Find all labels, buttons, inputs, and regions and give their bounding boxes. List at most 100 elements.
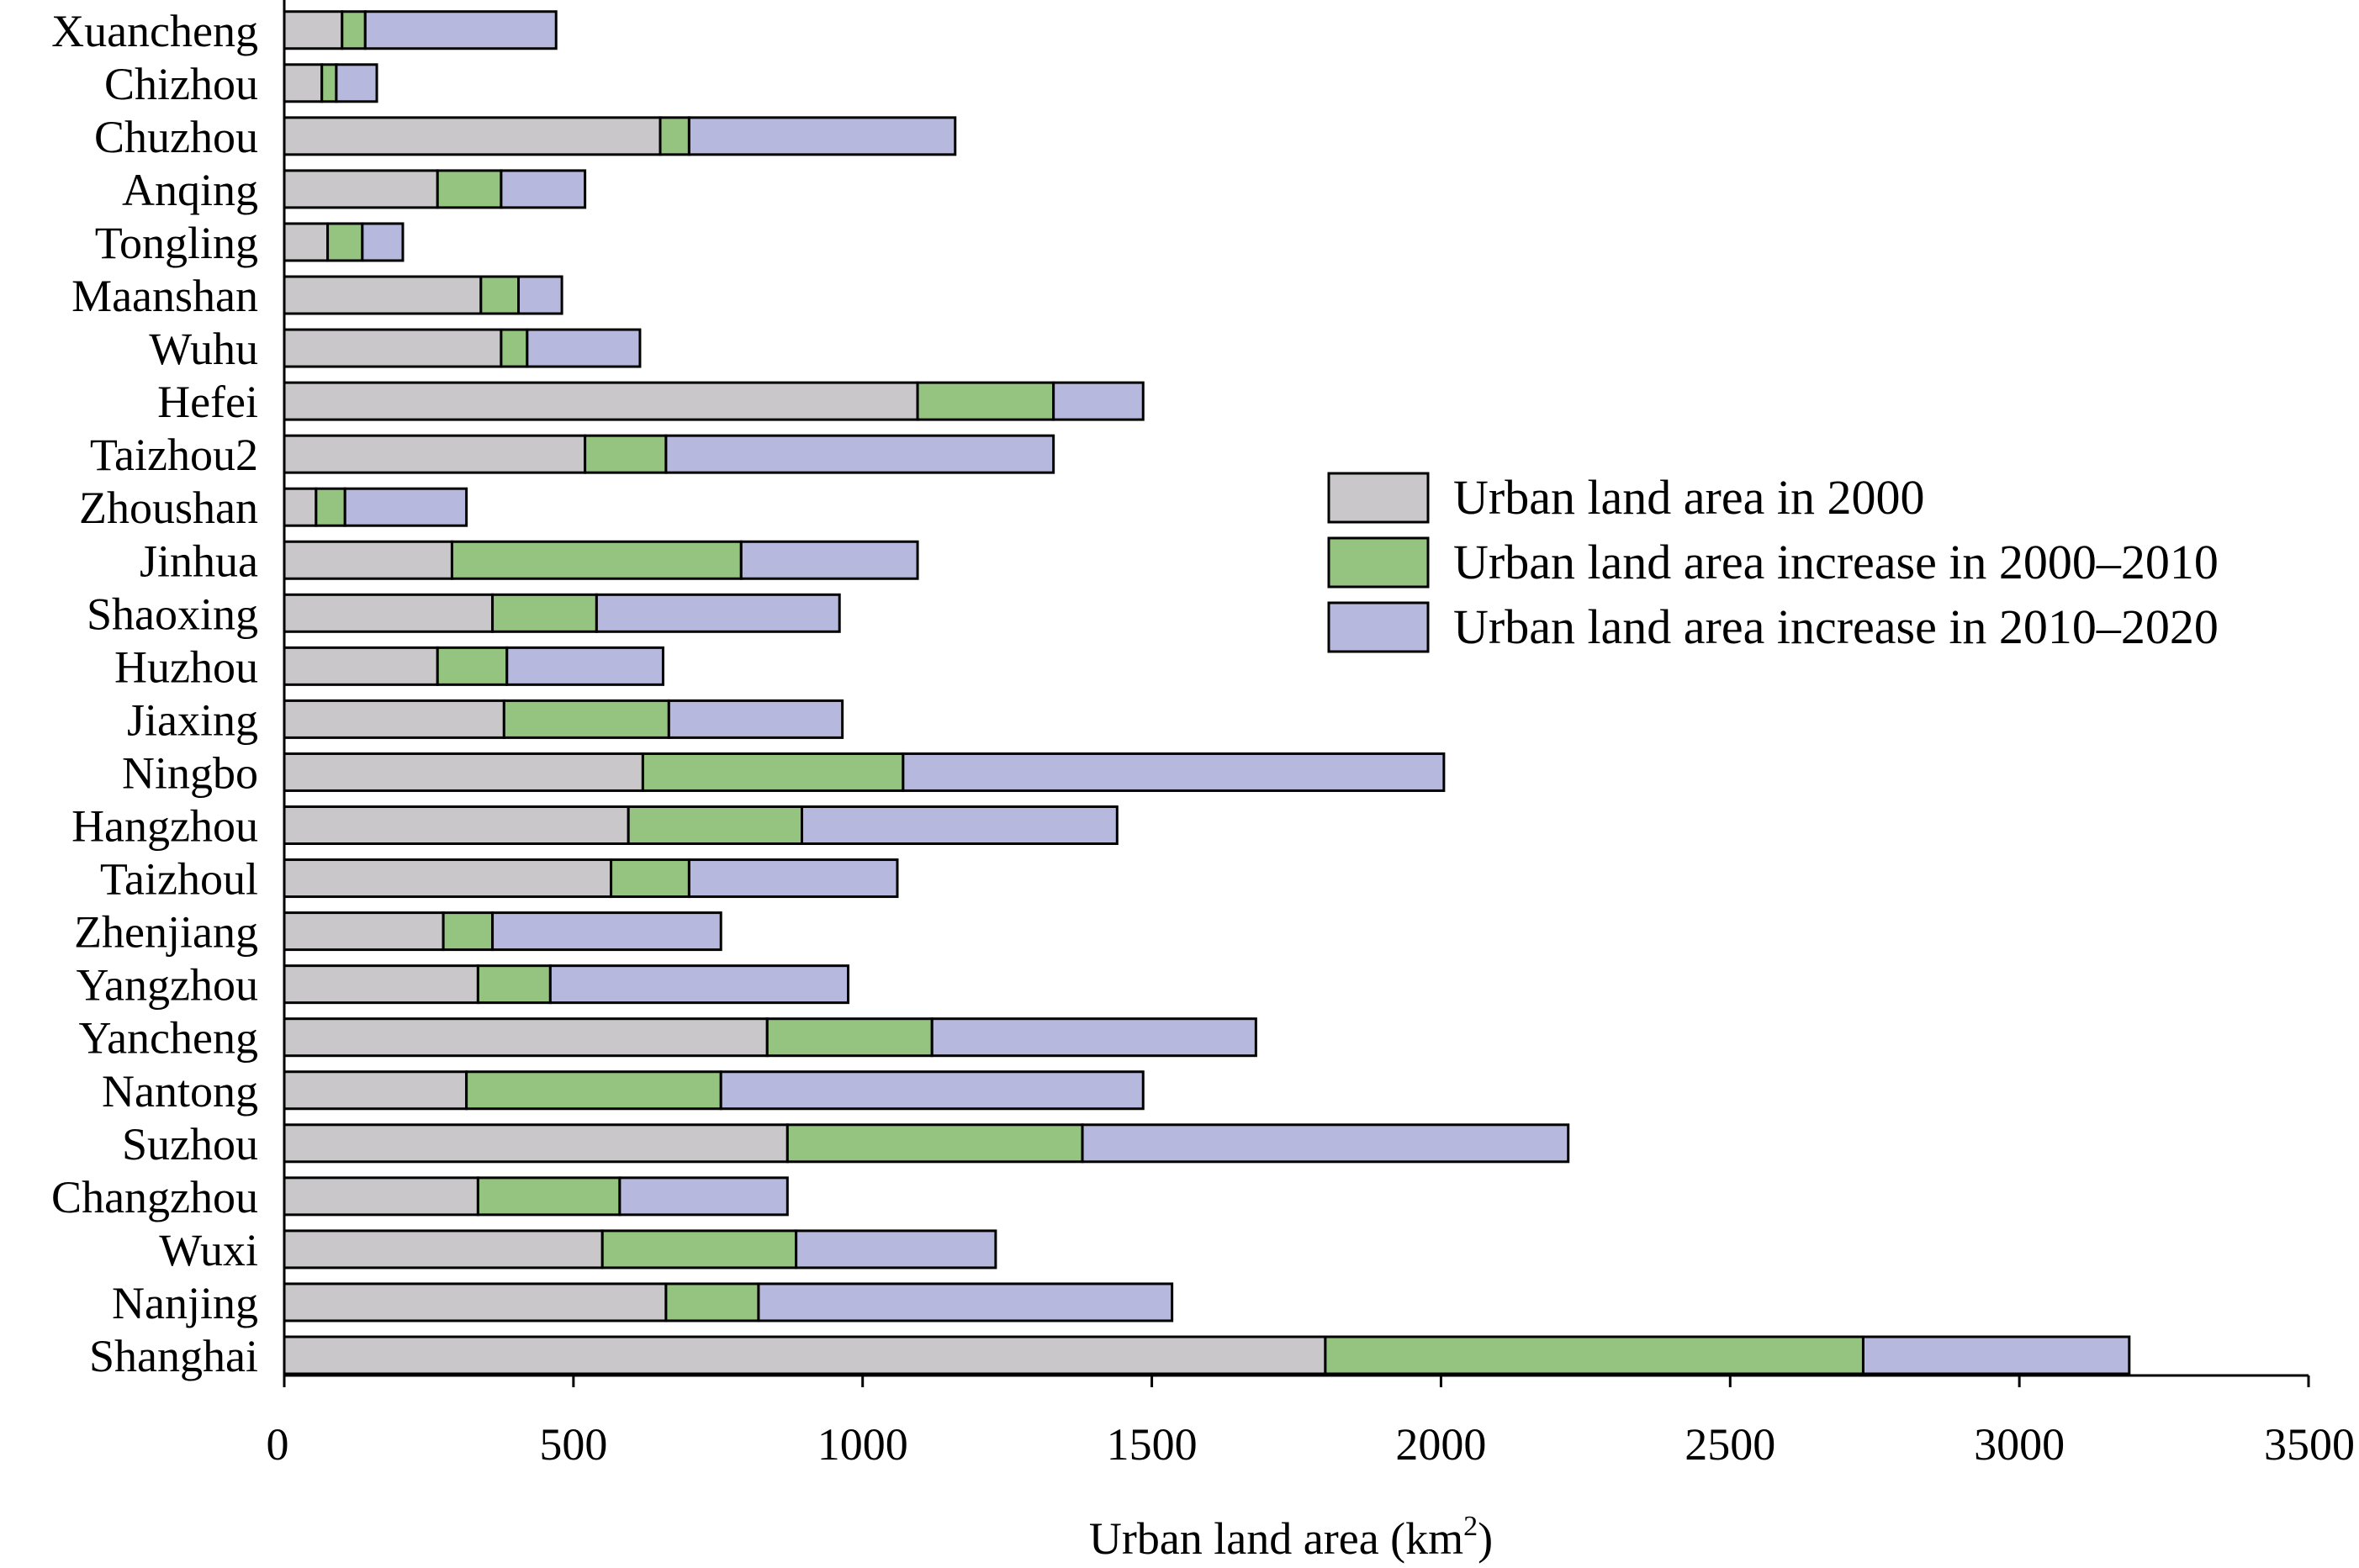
bar-chuzhou-series-3 [687, 116, 957, 156]
bar-hefei-series-1 [283, 381, 919, 421]
category-label-zhenjiang: Zhenjiang [74, 907, 258, 958]
category-label-chuzhou: Chuzhou [94, 112, 258, 162]
category-label-hangzhou: Hangzhou [71, 801, 258, 852]
category-label-maanshan: Maanshan [71, 271, 258, 321]
bar-yangzhou-series-2 [476, 964, 552, 1005]
legend-swatch-3 [1327, 601, 1430, 653]
bar-zhenjiang-series-3 [491, 911, 722, 952]
category-label-chizhou: Chizhou [104, 59, 258, 109]
bar-hefei-series-3 [1052, 381, 1145, 421]
x-axis-title-main: Urban land area (km [1089, 1513, 1463, 1564]
bar-zhenjiang-series-2 [442, 911, 495, 952]
bar-shanghai-series-1 [283, 1335, 1327, 1375]
bar-tongling-series-3 [361, 222, 405, 262]
bar-anqing-series-1 [283, 169, 439, 209]
bar-anqing-series-3 [500, 169, 587, 209]
x-tick-label-2000: 2000 [1395, 1419, 1486, 1470]
category-label-taizhou2: Taizhou2 [90, 430, 258, 480]
bar-huzhou-series-1 [283, 646, 439, 686]
bar-ningbo-series-1 [283, 752, 644, 792]
bar-wuxi-series-2 [600, 1229, 798, 1270]
bar-jiaxing-series-2 [502, 699, 670, 739]
bar-zhoushan-series-1 [283, 487, 318, 527]
bar-hangzhou-series-1 [283, 805, 630, 845]
bar-chizhou-series-2 [320, 63, 338, 103]
bar-hefei-series-2 [916, 381, 1055, 421]
category-label-taizhoul: Taizhoul [100, 854, 258, 905]
bar-chizhou-series-1 [283, 63, 324, 103]
bar-maanshan-series-1 [283, 275, 483, 315]
bar-shaoxing-series-2 [491, 593, 598, 633]
legend-label-1: Urban land area in 2000 [1453, 470, 1924, 525]
bar-chizhou-series-3 [335, 63, 378, 103]
category-label-nanjing: Nanjing [112, 1278, 258, 1328]
category-label-jinhua: Jinhua [140, 536, 258, 586]
bar-hangzhou-series-2 [627, 805, 804, 845]
bar-nanjing-series-1 [283, 1282, 668, 1323]
category-label-shaoxing: Shaoxing [87, 589, 258, 639]
bar-changzhou-series-2 [476, 1176, 621, 1217]
bar-yancheng-series-2 [765, 1017, 934, 1058]
bar-wuhu-series-3 [526, 328, 642, 368]
bar-chuzhou-series-2 [659, 116, 690, 156]
x-tick-label-3500: 3500 [2264, 1419, 2355, 1470]
bar-suzhou-series-1 [283, 1123, 789, 1164]
category-label-huzhou: Huzhou [114, 641, 258, 692]
category-label-suzhou: Suzhou [122, 1119, 258, 1169]
bar-yangzhou-series-3 [548, 964, 850, 1005]
bar-zhoushan-series-2 [315, 487, 346, 527]
x-tick-label-1500: 1500 [1107, 1419, 1198, 1470]
bar-yancheng-series-3 [930, 1017, 1257, 1058]
x-tick-label-1000: 1000 [817, 1419, 908, 1470]
category-label-xuancheng: Xuancheng [51, 6, 258, 56]
category-label-nantong: Nantong [102, 1066, 258, 1117]
bar-zhenjiang-series-1 [283, 911, 445, 952]
bar-xuancheng-series-2 [341, 10, 367, 50]
x-tick-label-0: 0 [267, 1419, 289, 1470]
category-label-wuxi: Wuxi [159, 1225, 258, 1275]
category-label-tongling: Tongling [95, 218, 258, 268]
x-tick-label-2500: 2500 [1685, 1419, 1775, 1470]
bar-xuancheng-series-3 [363, 10, 558, 50]
bar-yangzhou-series-1 [283, 964, 479, 1005]
bar-jiaxing-series-3 [667, 699, 844, 739]
category-label-changzhou: Changzhou [51, 1172, 258, 1222]
x-axis-title-close: ) [1478, 1513, 1493, 1564]
legend-swatch-1 [1327, 472, 1430, 524]
bar-huzhou-series-3 [505, 646, 664, 686]
category-label-hefei: Hefei [157, 377, 258, 427]
bar-jinhua-series-1 [283, 540, 453, 580]
bar-xuancheng-series-1 [283, 10, 344, 50]
bar-wuhu-series-1 [283, 328, 503, 368]
bar-tongling-series-2 [326, 222, 364, 262]
bar-suzhou-series-3 [1081, 1123, 1570, 1164]
bar-jinhua-series-3 [739, 540, 919, 580]
bar-jinhua-series-2 [450, 540, 743, 580]
bar-taizhou2-series-1 [283, 434, 587, 474]
bar-ningbo-series-2 [641, 752, 905, 792]
bar-nantong-series-1 [283, 1070, 468, 1111]
bar-anqing-series-2 [436, 169, 503, 209]
bar-nantong-series-3 [719, 1070, 1145, 1111]
bar-taizhoul-series-2 [610, 858, 690, 899]
category-label-anqing: Anqing [122, 165, 258, 215]
bar-taizhou2-series-2 [584, 434, 668, 474]
x-axis-title-superscript: 2 [1463, 1511, 1478, 1542]
bar-hangzhou-series-3 [801, 805, 1119, 845]
bar-ningbo-series-3 [902, 752, 1446, 792]
bar-taizhoul-series-1 [283, 858, 613, 899]
bar-taizhou2-series-3 [664, 434, 1055, 474]
bar-tongling-series-1 [283, 222, 330, 262]
category-labels: ShanghaiNanjingWuxiChangzhouSuzhouNanton… [51, 6, 258, 1381]
legend: Urban land area in 2000 Urban land area i… [1327, 470, 2219, 654]
bar-huzhou-series-2 [436, 646, 509, 686]
bar-changzhou-series-3 [618, 1176, 789, 1217]
x-tick-label-500: 500 [539, 1419, 607, 1470]
x-axis-title: Urban land area (km2) [1089, 1511, 1493, 1564]
legend-label-2: Urban land area increase in 2000–2010 [1453, 535, 2219, 589]
category-label-yangzhou: Yangzhou [76, 960, 258, 1011]
bar-zhoushan-series-3 [343, 487, 468, 527]
bars-layer [283, 10, 2131, 1375]
bar-taizhoul-series-3 [687, 858, 899, 899]
